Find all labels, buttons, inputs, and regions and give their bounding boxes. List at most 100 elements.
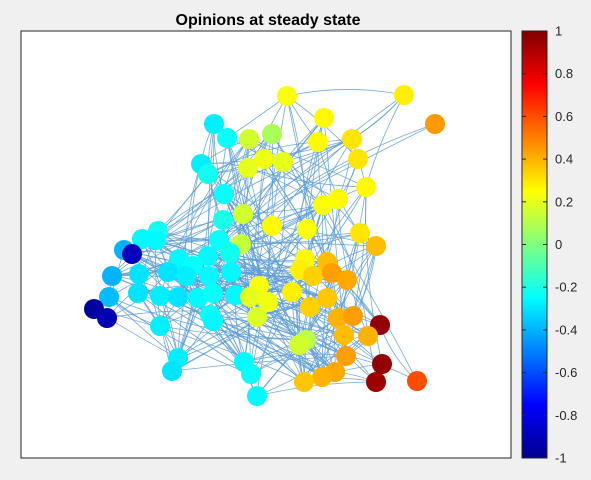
colorbar-tick-label: 0.4	[555, 152, 573, 167]
graph-node	[336, 346, 356, 366]
colorbar: 1 0.8 0.6 0.4 0.2 0 -0.2 -0.4 -0.6 -0.8 -1	[521, 24, 577, 466]
graph-node	[358, 326, 378, 346]
graph-node	[102, 266, 122, 286]
graph-node	[334, 325, 354, 345]
graph-node	[356, 177, 376, 197]
graph-node	[241, 364, 261, 384]
colorbar-tick-label: -0.6	[555, 365, 577, 380]
graph-node	[366, 236, 386, 256]
graph-node	[317, 288, 337, 308]
graph-node	[214, 184, 234, 204]
graph-edge	[226, 137, 252, 375]
graph-edge	[159, 295, 336, 373]
graph-edge	[155, 239, 173, 372]
graph-node	[342, 129, 362, 149]
colorbar-tick-label: 0.2	[555, 194, 573, 209]
graph-node	[204, 114, 224, 134]
graph-edge	[317, 141, 361, 234]
colorbar-gradient	[521, 30, 548, 459]
graph-edge	[171, 355, 347, 372]
chart-title: Opinions at steady state	[176, 12, 361, 29]
graph-edge	[286, 89, 405, 97]
graph-edge	[271, 138, 353, 227]
graph-edge	[230, 204, 324, 273]
graph-node	[240, 287, 260, 307]
graph-node	[146, 230, 166, 250]
graph-node	[233, 204, 253, 224]
graph-node	[176, 266, 196, 286]
graph-node	[425, 114, 445, 134]
graph-node	[273, 152, 293, 172]
graph-node	[258, 292, 278, 312]
graph-node	[198, 164, 218, 184]
graph-edge	[123, 249, 323, 378]
graph-node	[312, 367, 332, 387]
graph-edge	[257, 158, 265, 287]
graph-node	[168, 287, 188, 307]
graph-node	[247, 307, 267, 327]
graph-node	[129, 264, 149, 284]
graph-node	[254, 149, 274, 169]
graph-node	[203, 311, 223, 331]
colorbar-tick-label: 0.8	[555, 66, 573, 81]
graph-node	[213, 210, 233, 230]
graph-node	[225, 285, 245, 305]
graph-node	[407, 371, 427, 391]
graph-node	[238, 158, 258, 178]
graph-edge	[106, 310, 345, 336]
graph-edge	[248, 138, 367, 188]
graph-edge	[212, 232, 361, 294]
graph-node	[203, 283, 223, 303]
graph-node	[199, 266, 219, 286]
graph-node	[220, 243, 240, 263]
graph-edge	[200, 163, 300, 346]
graph-node	[337, 270, 357, 290]
graph-node	[99, 287, 119, 307]
graph-edge	[93, 308, 305, 383]
graph-edge	[131, 253, 245, 363]
graph-edge	[247, 167, 367, 188]
graph-node	[366, 372, 386, 392]
graph-edge	[178, 138, 250, 260]
graph-node	[97, 308, 117, 328]
colorbar-tick-label: -0.2	[555, 280, 577, 295]
graph-edge	[108, 123, 436, 298]
graph-node	[313, 195, 333, 215]
colorbar-tick-label: -0.4	[555, 322, 577, 337]
graph-edge	[321, 272, 334, 378]
graph-node	[394, 85, 414, 105]
graph-node	[343, 306, 363, 326]
colorbar-ticks: 1 0.8 0.6 0.4 0.2 0 -0.2 -0.4 -0.6 -0.8 -1	[522, 24, 577, 466]
graph-edge	[207, 123, 436, 257]
graph-edge	[155, 138, 353, 241]
graph-edge	[291, 186, 367, 293]
colorbar-tick-label: -1	[555, 451, 567, 466]
graph-node	[262, 124, 282, 144]
colorbar-tick-label: -0.8	[555, 408, 577, 423]
graph-node	[372, 354, 392, 374]
graph-edge	[365, 94, 405, 188]
graph-node	[294, 372, 314, 392]
graph-node	[122, 244, 142, 264]
graph-node	[128, 283, 148, 303]
graph-node	[350, 223, 370, 243]
graph-node	[217, 128, 237, 148]
graph-node	[239, 129, 259, 149]
graph-node	[282, 282, 302, 302]
graph-node	[277, 86, 297, 106]
graph-edge	[212, 292, 323, 378]
graph-node	[322, 263, 342, 283]
graph-node	[328, 189, 348, 209]
graph-edge	[337, 198, 369, 337]
colorbar-tick-label: 0	[555, 237, 562, 252]
graph-node	[328, 308, 348, 328]
graph-node	[300, 297, 320, 317]
graph-node	[150, 286, 170, 306]
colorbar-tick-label: 1	[555, 24, 562, 39]
graph-node	[348, 149, 368, 169]
graph-node	[158, 262, 178, 282]
graph-node	[297, 219, 317, 239]
graph-node	[221, 262, 241, 282]
